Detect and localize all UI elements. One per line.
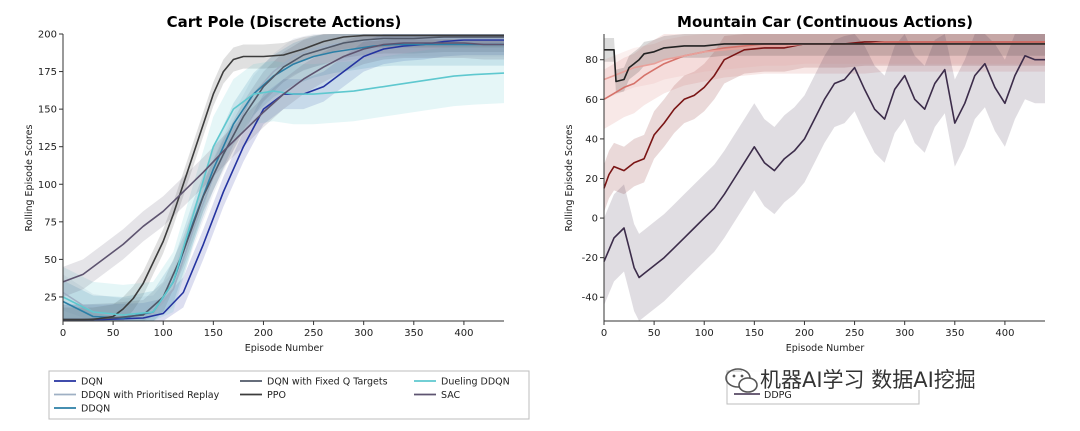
x-tick-label: 400 bbox=[995, 328, 1014, 339]
x-tick-label: 150 bbox=[204, 328, 223, 339]
y-tick-label: 125 bbox=[38, 142, 57, 153]
x-axis-label: Episode Number bbox=[786, 343, 865, 354]
x-tick-label: 200 bbox=[254, 328, 273, 339]
series-band-3 bbox=[604, 34, 1045, 94]
y-tick-label: 75 bbox=[44, 217, 57, 228]
legend-frame bbox=[48, 370, 530, 420]
x-tick-label: 350 bbox=[945, 328, 964, 339]
legend-label: DDQN bbox=[81, 404, 110, 415]
legend-label: DDPG bbox=[764, 390, 792, 401]
x-tick-label: 300 bbox=[354, 328, 373, 339]
y-tick-label: 0 bbox=[592, 214, 598, 225]
y-tick-label: 20 bbox=[585, 174, 598, 185]
y-tick-label: 50 bbox=[44, 255, 57, 266]
x-tick-label: 250 bbox=[304, 328, 323, 339]
watermark-backdrop bbox=[742, 368, 1048, 390]
series-line-5 bbox=[62, 72, 505, 316]
x-tick-label: 350 bbox=[404, 328, 423, 339]
series-line-6 bbox=[62, 42, 504, 283]
chart-title: Mountain Car (Continuous Actions) bbox=[677, 13, 973, 31]
legend-label: PPO bbox=[267, 390, 286, 401]
series-line-4 bbox=[63, 34, 504, 321]
axes: 0 50 100 150 200 250 300 350 400 25 50 75 100 125 150 1… bbox=[38, 30, 504, 339]
series-band-1 bbox=[604, 34, 1045, 129]
series-line-3 bbox=[604, 43, 1045, 83]
series-line-4 bbox=[603, 55, 1045, 279]
wechat-icon bbox=[725, 368, 758, 393]
series-band-6 bbox=[63, 34, 504, 297]
x-tick-label: 150 bbox=[745, 328, 764, 339]
y-tick-label: 60 bbox=[585, 95, 598, 106]
legend-label: SAC bbox=[441, 390, 461, 401]
series-band-2 bbox=[63, 34, 504, 321]
x-tick-label: 250 bbox=[845, 328, 864, 339]
y-tick-label: 40 bbox=[585, 134, 598, 145]
series-band-4 bbox=[604, 34, 1045, 321]
x-axis-label: Episode Number bbox=[245, 343, 324, 354]
confidence-bands bbox=[63, 34, 504, 321]
y-tick-label: 200 bbox=[38, 30, 57, 41]
chart-title: Cart Pole (Discrete Actions) bbox=[167, 13, 402, 31]
y-axis-label: Rolling Episode Scores bbox=[24, 125, 35, 232]
series-lines bbox=[62, 34, 505, 321]
y-tick-label: -20 bbox=[582, 253, 598, 264]
series-band-5 bbox=[63, 43, 504, 321]
cart-pole-chart: Cart Pole (Discrete Actions) 0 50 100 150 20… bbox=[24, 13, 505, 354]
legend-label: DDQN with Prioritised Replay bbox=[81, 390, 220, 401]
y-tick-label: 80 bbox=[585, 55, 598, 66]
axes: 0 50 100 150 200 250 300 350 400 -40 -20 0 20 40 60 80 bbox=[582, 34, 1045, 339]
x-tick-label: 50 bbox=[648, 328, 661, 339]
x-tick-label: 0 bbox=[60, 328, 66, 339]
x-tick-label: 300 bbox=[895, 328, 914, 339]
x-tick-label: 50 bbox=[107, 328, 120, 339]
x-tick-label: 400 bbox=[454, 328, 473, 339]
y-axis-label: Rolling Episode Scores bbox=[564, 125, 575, 232]
legend-label: Dueling DDQN bbox=[441, 377, 510, 388]
watermark-text: 机器AI学习 数据AI挖掘 bbox=[760, 368, 976, 392]
legend-label: DQN bbox=[81, 377, 103, 388]
legend: DQN DDQN with Prioritised Replay DDQN DQN w… bbox=[48, 370, 530, 420]
watermark: 机器AI学习 数据AI挖掘 bbox=[725, 368, 1048, 393]
y-tick-label: 100 bbox=[38, 180, 57, 191]
x-tick-label: 0 bbox=[601, 328, 607, 339]
confidence-bands bbox=[604, 34, 1045, 321]
y-tick-label: -40 bbox=[582, 293, 598, 304]
series-band-0 bbox=[63, 34, 504, 321]
mountain-car-chart: Mountain Car (Continuous Actions) 0 50 100… bbox=[564, 13, 1045, 354]
y-tick-label: 150 bbox=[38, 105, 57, 116]
series-lines bbox=[603, 41, 1045, 279]
x-tick-label: 100 bbox=[154, 328, 173, 339]
y-tick-label: 175 bbox=[38, 67, 57, 78]
x-tick-label: 200 bbox=[795, 328, 814, 339]
series-band-0 bbox=[604, 34, 1045, 213]
legend-label: DQN with Fixed Q Targets bbox=[267, 377, 388, 388]
x-tick-label: 100 bbox=[695, 328, 714, 339]
y-tick-label: 25 bbox=[44, 292, 57, 303]
